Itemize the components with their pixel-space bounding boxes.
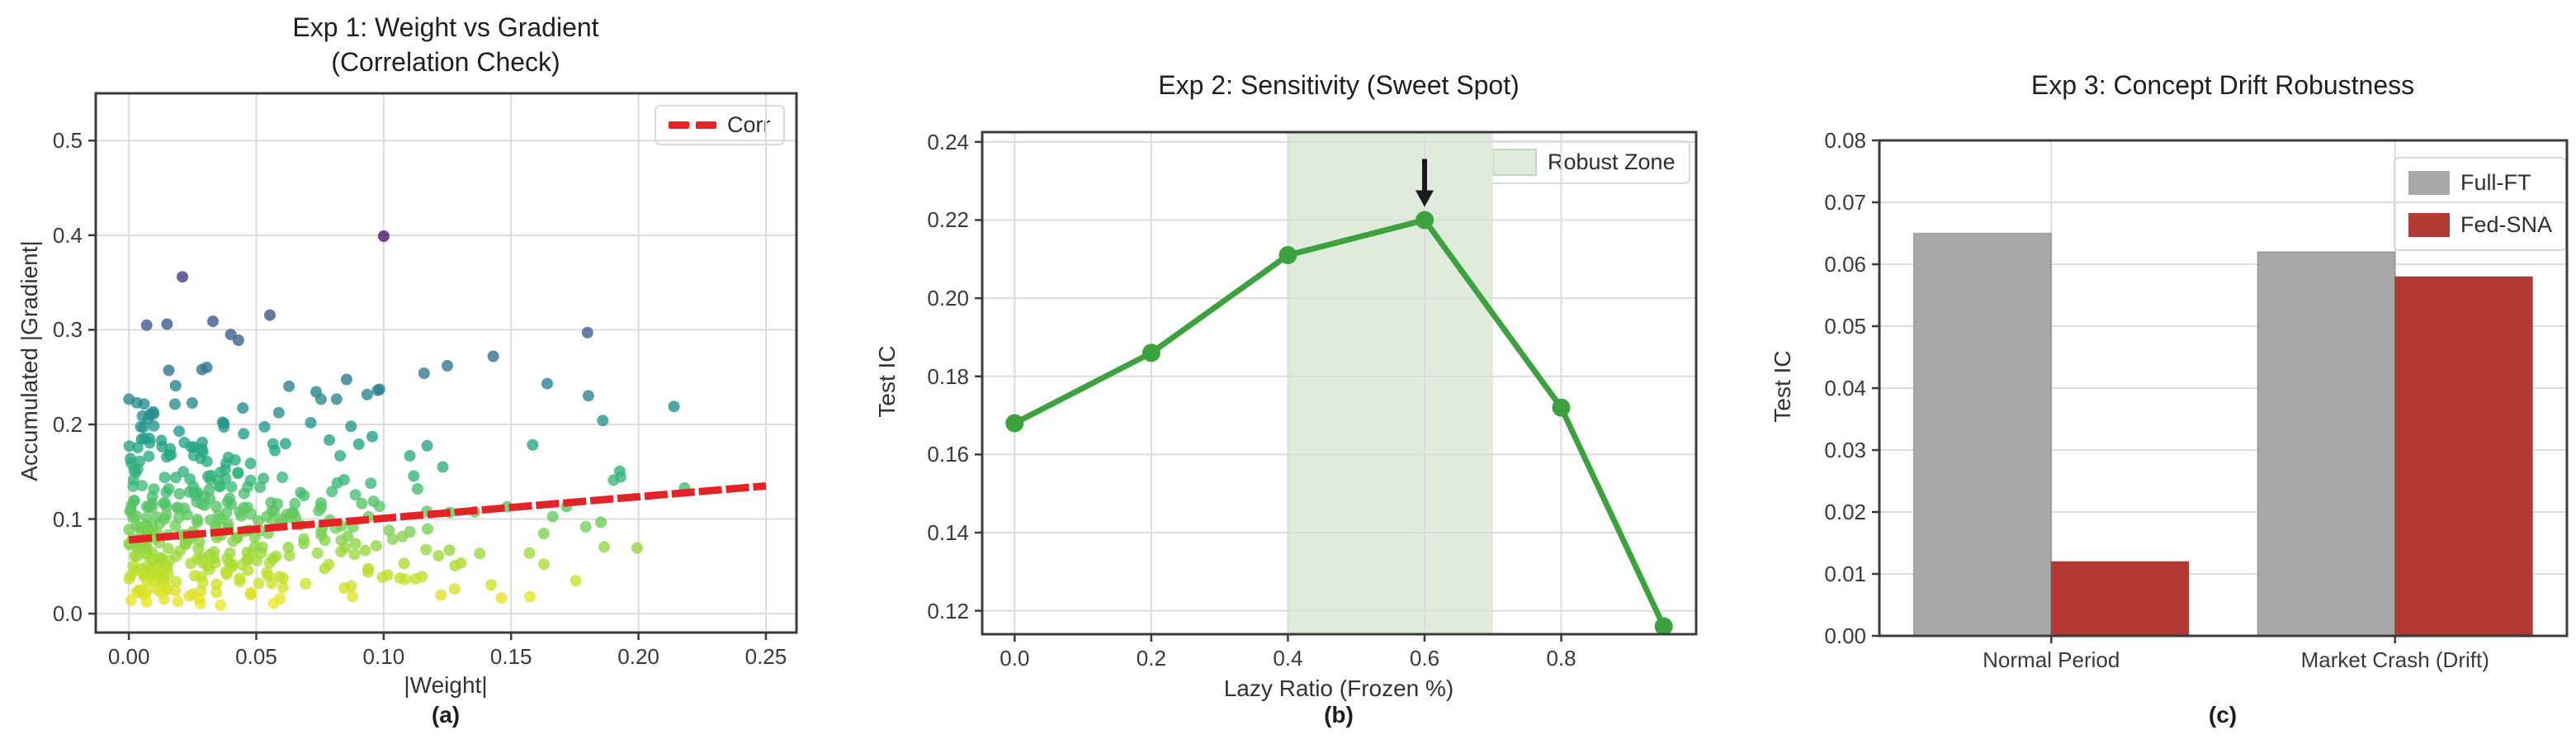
corr-dash-2 (696, 121, 716, 129)
chart-a-title: Exp 1: Weight vs Gradient (Correlation Ch… (116, 10, 776, 79)
line-markers (1005, 211, 1673, 636)
legend-label-fed-sna: Fed-SNA (2460, 212, 2553, 237)
x-tick-label: 0.15 (489, 644, 532, 669)
chart-b-xlabel: Lazy Ratio (Frozen %) (1223, 676, 1454, 701)
chart-a-xlabel: |Weight| (404, 672, 488, 698)
axes-spines (981, 130, 1698, 636)
subplot-label-a: (a) (431, 702, 461, 728)
chart-c-legend: Full-FT Fed-SNA (2394, 157, 2568, 251)
scatter-points (123, 230, 691, 611)
y-tick-label: 0.00 (1824, 623, 1866, 648)
y-tick-label: 0.02 (1824, 500, 1866, 524)
x-tick-label: 0.0 (1000, 646, 1030, 671)
x-tick-label: 0.8 (1546, 646, 1576, 671)
y-tick-label: 0.0 (52, 601, 83, 627)
chart-b-legend-label: Robust Zone (1548, 149, 1676, 174)
y-tick-label: 0.07 (1824, 190, 1866, 215)
bar-fed-sna-0 (2050, 561, 2190, 637)
chart-c-title: Exp 3: Concept Drift Robustness (2030, 70, 2415, 100)
bar-series-fed-sna (2050, 276, 2534, 637)
x-tick-label: 0.00 (107, 644, 150, 669)
tick-marks (88, 140, 768, 640)
legend-row-full-ft: Full-FT (2408, 170, 2531, 196)
robust-zone-region (1288, 132, 1493, 634)
y-tick-label: 0.1 (52, 506, 83, 532)
y-tick-label: 0.3 (52, 317, 83, 343)
x-tick-label: 0.10 (362, 644, 405, 669)
bar-series-full-ft (1912, 232, 2396, 637)
bar-full-ft-0 (1912, 232, 2052, 637)
y-tick-label: 0.08 (1824, 128, 1866, 153)
tick-marks (1872, 139, 2396, 643)
axes-spines (94, 92, 798, 634)
x-tick-label: Normal Period (1983, 647, 2120, 672)
fed-sna-patch-icon (2408, 213, 2450, 237)
y-tick-label: 0.06 (1824, 252, 1866, 277)
y-tick-label: 0.03 (1824, 438, 1866, 462)
robust-zone-patch-icon (1492, 149, 1537, 176)
scatter-plot-a (88, 92, 798, 640)
y-tick-label: 0.2 (52, 411, 83, 437)
y-tick-label: 0.22 (927, 207, 969, 233)
subplot-label-b: (b) (1324, 702, 1354, 728)
bar-fed-sna-1 (2394, 276, 2534, 637)
chart-a-legend: Corr (655, 105, 785, 145)
correlation-trend-line (128, 481, 767, 544)
y-tick-label: 0.18 (927, 363, 969, 389)
chart-c-ylabel: Test IC (1770, 350, 1795, 423)
chart-b-ylabel: Test IC (874, 345, 900, 418)
y-tick-label: 0.01 (1824, 562, 1866, 586)
chart-a-title-line2: (Correlation Check) (331, 47, 560, 77)
y-tick-label: 0.24 (927, 129, 969, 154)
bar-plot-c (1872, 139, 2569, 643)
sensitivity-line (1013, 216, 1666, 628)
legend-row-fed-sna: Fed-SNA (2408, 212, 2552, 238)
chart-b-title: Exp 2: Sensitivity (Sweet Spot) (1158, 70, 1520, 100)
y-tick-label: 0.14 (927, 519, 969, 545)
sweet-spot-arrowhead (1415, 190, 1434, 207)
x-tick-label: 0.25 (744, 644, 787, 669)
subplot-label-c: (c) (2208, 702, 2238, 728)
legend-label-full-ft: Full-FT (2460, 170, 2531, 195)
y-tick-label: 0.12 (927, 598, 969, 623)
x-tick-label: 0.05 (235, 644, 277, 669)
corr-dash-1 (669, 121, 689, 129)
x-tick-label: Market Crash (Drift) (2300, 647, 2489, 672)
y-tick-label: 0.20 (927, 286, 969, 311)
y-tick-label: 0.4 (52, 222, 83, 248)
y-tick-label: 0.04 (1824, 376, 1866, 401)
y-tick-label: 0.05 (1824, 314, 1866, 339)
bar-full-ft-1 (2257, 251, 2396, 637)
y-tick-label: 0.5 (52, 128, 83, 154)
y-tick-label: 0.16 (927, 442, 969, 467)
x-tick-label: 0.4 (1273, 646, 1303, 671)
tick-marks (975, 140, 1562, 642)
gridlines (982, 132, 1696, 634)
chart-a-legend-label: Corr (727, 112, 771, 137)
x-tick-label: 0.20 (617, 644, 659, 669)
x-tick-label: 0.6 (1409, 646, 1440, 671)
chart-a-title-line1: Exp 1: Weight vs Gradient (292, 12, 599, 42)
dashed-line-icon (669, 121, 716, 129)
full-ft-patch-icon (2408, 171, 2450, 195)
x-tick-label: 0.2 (1136, 646, 1166, 671)
line-plot-b (975, 130, 1698, 642)
